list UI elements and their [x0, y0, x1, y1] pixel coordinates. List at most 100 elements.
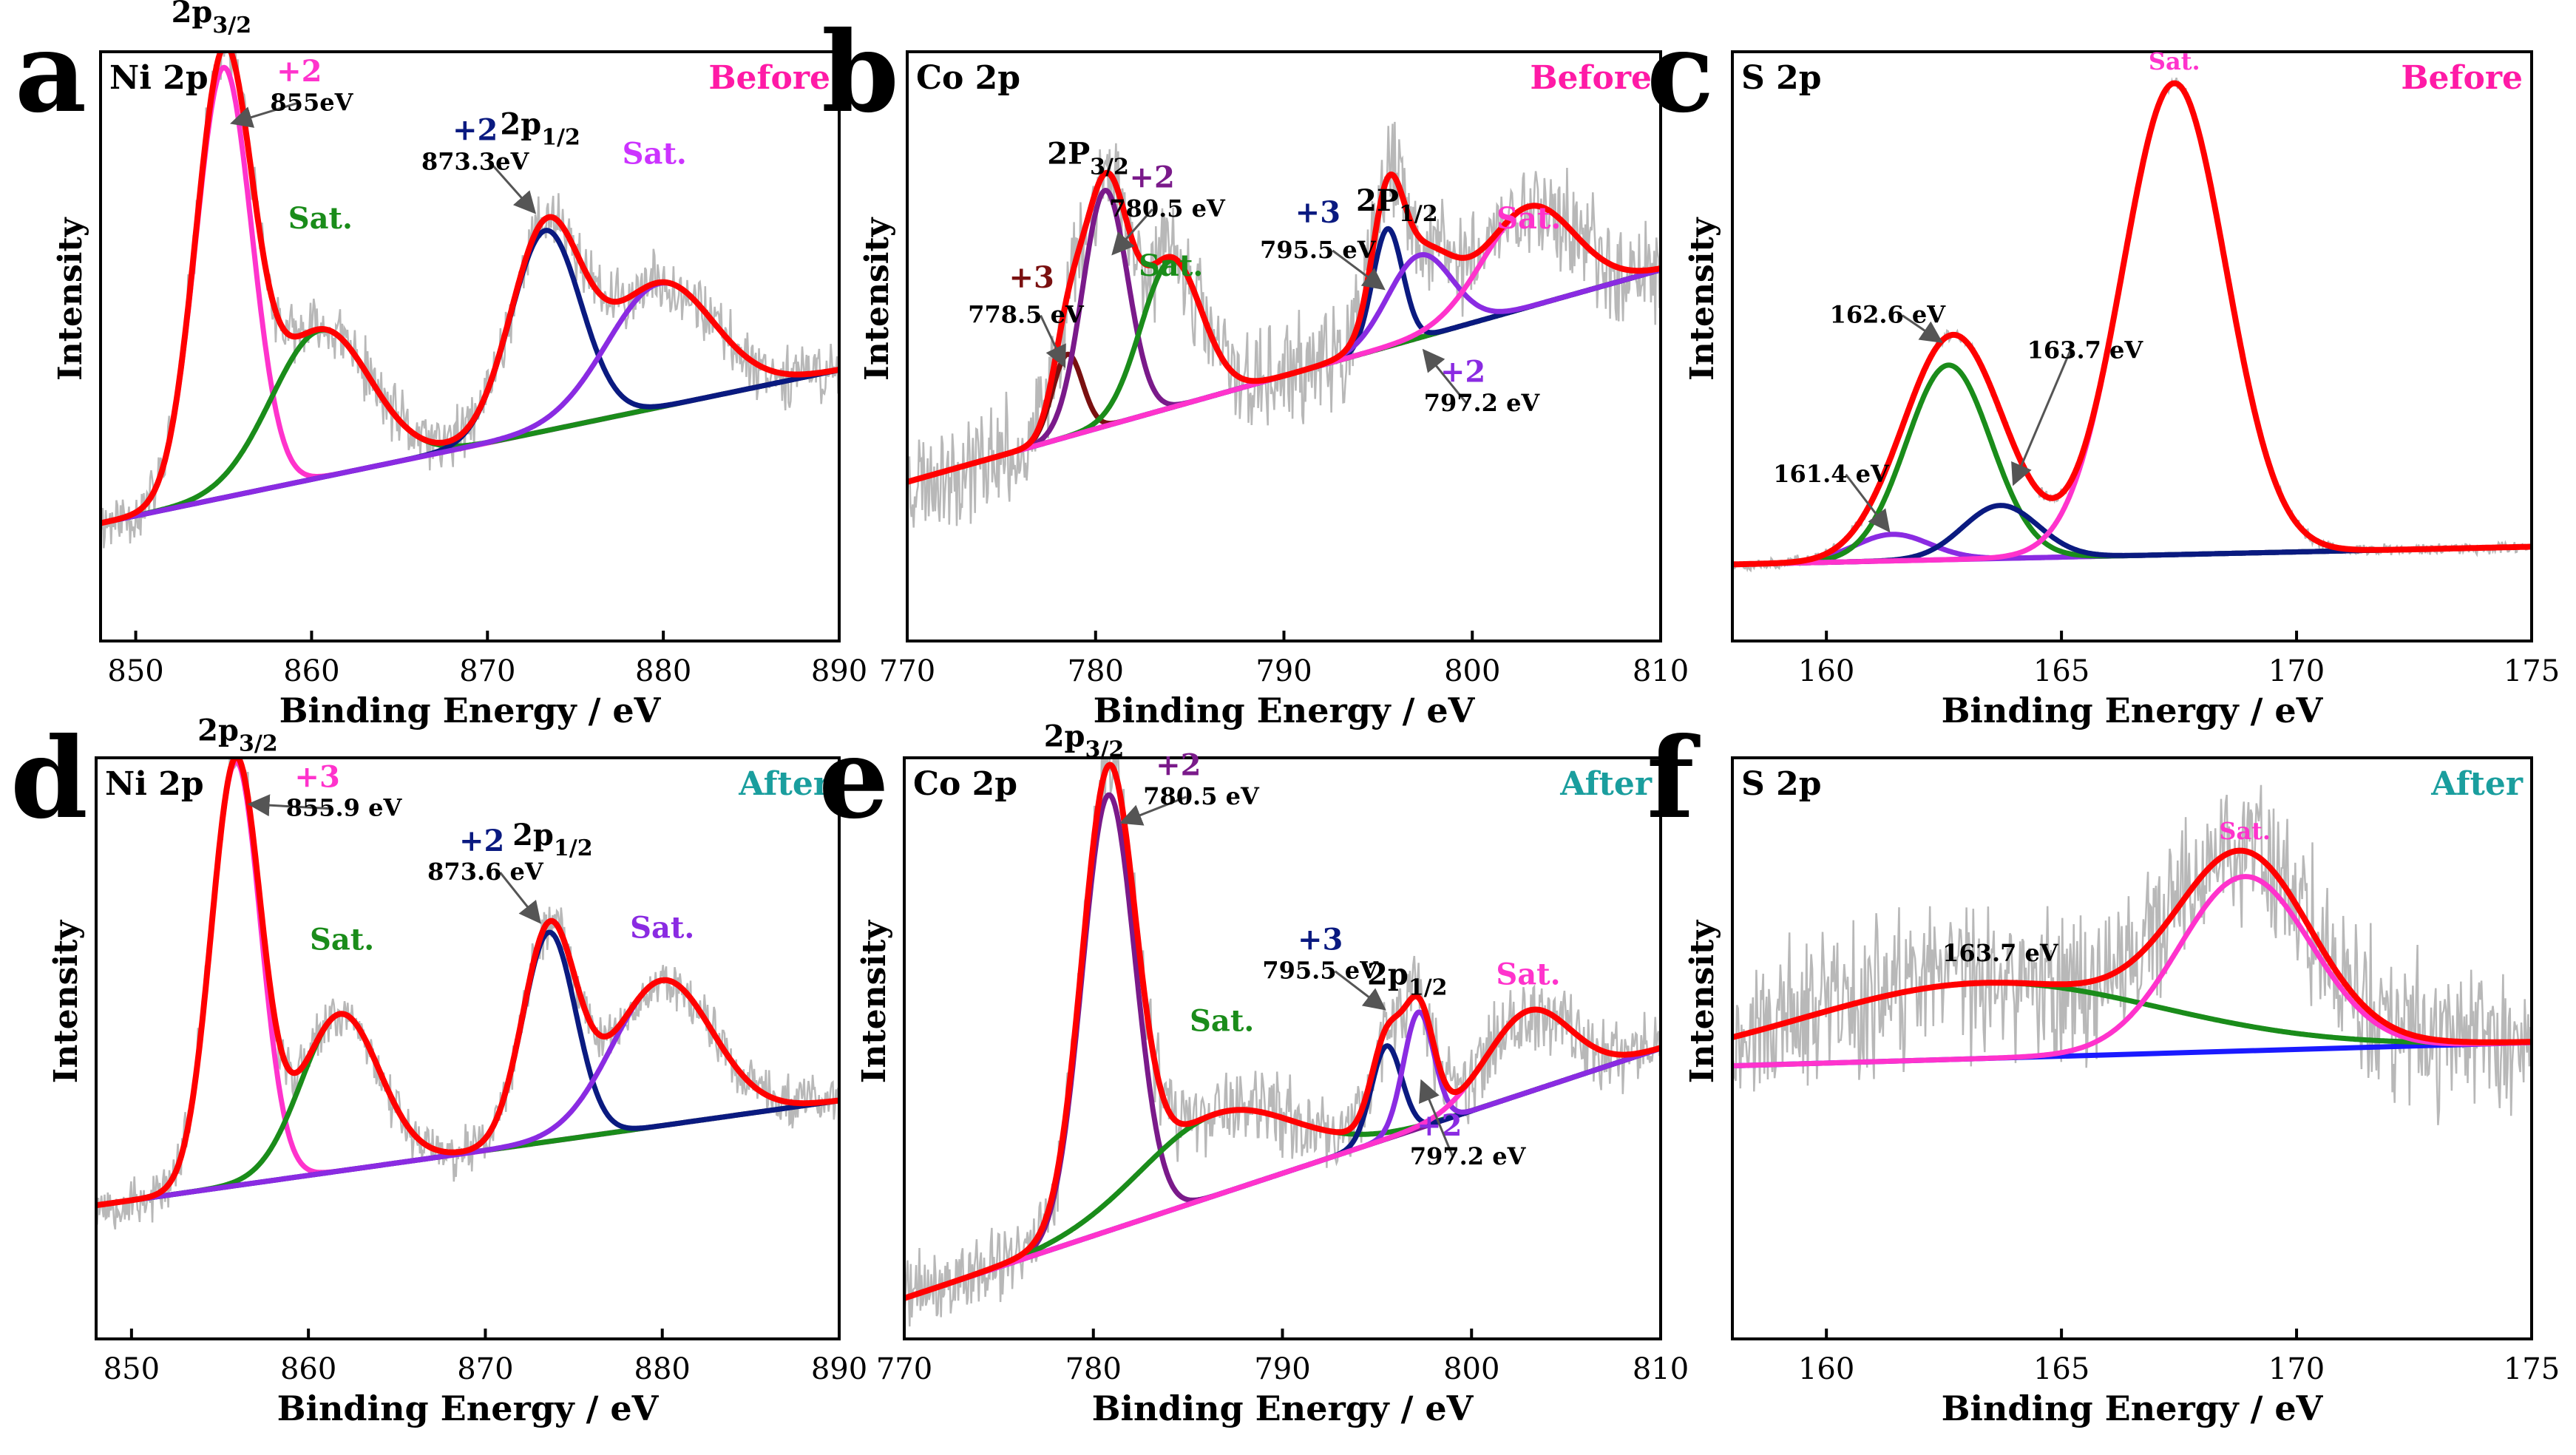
peak-annotation: Sat.	[288, 201, 353, 236]
panel-title: Ni 2p	[105, 765, 204, 803]
plot-frame	[906, 50, 1662, 642]
panel-letter: b	[821, 7, 899, 138]
panel-b: 770 780 790 800 810 Binding Energy / eV Intens…	[821, 7, 1689, 730]
annotation-arrow	[1334, 970, 1386, 1011]
panel-f: 160 165 170 175 Binding Energy / eV Intensity…	[1647, 713, 2560, 1428]
x-tick-label: 770	[879, 654, 935, 688]
peak-annotation: +3	[1295, 195, 1340, 230]
x-tick-label: 165	[2033, 1352, 2089, 1386]
peak-annotation: +3	[1298, 922, 1343, 957]
x-axis-label: Binding Energy / eV	[279, 691, 662, 730]
x-tick-label: 810	[1633, 654, 1689, 688]
plot-area-c	[1732, 77, 2532, 573]
peak-annotation: 873.6 eV	[427, 858, 544, 886]
plot-frame	[1731, 50, 2533, 642]
component-sat-	[1732, 874, 2532, 1069]
peak-annotation: 163.7 eV	[2027, 336, 2144, 364]
x-tick-label: 165	[2033, 654, 2089, 688]
panel-e: 770 780 790 800 810 Binding Energy / eV Intens…	[818, 713, 1689, 1428]
peak-annotation: 795.5 eV	[1260, 236, 1377, 264]
plot-area-f	[1732, 784, 2532, 1125]
y-axis-label: Intensity	[1684, 920, 1721, 1084]
annotation-arrow	[1040, 314, 1066, 368]
x-tick-label: 780	[1068, 654, 1124, 688]
x-tick-label: 800	[1443, 1352, 1499, 1386]
plot-frame	[903, 756, 1662, 1340]
x-tick-label: 780	[1065, 1352, 1122, 1386]
peak-annotation: 161.4 eV	[1773, 460, 1890, 488]
peak-annotation: +2	[277, 54, 322, 89]
x-axis-label: Binding Energy / eV	[1092, 1388, 1474, 1428]
peak-annotation: 855.9 eV	[286, 794, 403, 822]
panel-letter: d	[10, 713, 88, 844]
x-tick-label: 170	[2268, 1352, 2325, 1386]
state-label: Before	[708, 59, 830, 97]
x-tick-label: 800	[1444, 654, 1500, 688]
peak-annotation: +2	[459, 824, 504, 858]
peak-annotation: 797.2 eV	[1410, 1142, 1527, 1170]
x-axis-label: Binding Energy / eV	[1094, 691, 1476, 730]
x-tick-label: 870	[459, 654, 515, 688]
component-sat-2p1-2	[96, 977, 839, 1208]
peak-annotation: Sat.	[2219, 817, 2271, 845]
panel-d: 850 860 870 880 890 Binding Energy / eV Intens…	[10, 713, 867, 1428]
annotation-arrow	[489, 161, 537, 214]
panel-title: Co 2p	[913, 765, 1017, 803]
state-label: Before	[1530, 59, 1652, 97]
peak-annotation: 873.3eV	[421, 147, 530, 175]
annotation-arrow	[1111, 208, 1153, 256]
x-tick-label: 860	[280, 1352, 336, 1386]
envelope-fit	[101, 52, 839, 526]
x-tick-label: 175	[2504, 1352, 2560, 1386]
plot-frame	[99, 50, 841, 642]
peak-annotation: 2P1/2	[1356, 183, 1438, 227]
panel-title: Ni 2p	[109, 59, 209, 97]
peak-annotation: Sat.	[1497, 201, 1561, 236]
peak-annotation: 163.7 eV	[1942, 939, 2059, 967]
peak-annotation: Sat.	[623, 136, 687, 171]
peak-annotation: Sat.	[1139, 248, 1203, 283]
x-tick-label: 860	[283, 654, 339, 688]
peak-annotation: 2p1/2	[1367, 957, 1448, 1001]
peak-annotation: +3	[1009, 260, 1054, 295]
peak-annotation: Sat.	[2149, 47, 2200, 75]
x-tick-label: 890	[811, 1352, 867, 1386]
panel-letter: e	[818, 713, 889, 844]
state-label: After	[738, 765, 831, 803]
peak-annotation: Sat.	[310, 922, 374, 957]
envelope-fit	[904, 762, 1661, 1301]
peak-annotation: 2p3/2	[172, 0, 252, 38]
raw-data-series	[904, 758, 1661, 1327]
raw-data-series	[1732, 784, 2532, 1125]
y-axis-label: Intensity	[855, 920, 893, 1084]
plot-area-b	[907, 121, 1661, 528]
state-label: After	[1559, 765, 1653, 803]
peak-annotation: 855eV	[270, 89, 353, 117]
peak-annotation: 162.6 eV	[1830, 301, 1947, 329]
y-axis-label: Intensity	[47, 920, 85, 1084]
peak-annotation: 778.5 eV	[968, 301, 1085, 329]
plot-area-e	[904, 758, 1661, 1327]
peak-annotation: 797.2 eV	[1424, 389, 1541, 417]
peak-annotation: 780.5 eV	[1143, 782, 1260, 810]
raw-data-series	[907, 121, 1661, 528]
peak-annotation: 2p3/2	[1044, 719, 1125, 762]
component-2p3-2-co2-	[904, 792, 1661, 1301]
annotation-arrow	[1119, 796, 1187, 826]
state-label: After	[2430, 765, 2524, 803]
x-tick-label: 880	[634, 1352, 691, 1386]
envelope-fit	[907, 169, 1661, 485]
x-axis-label: Binding Energy / eV	[1942, 691, 2324, 730]
envelope-fit	[1732, 80, 2532, 568]
annotation-arrow	[2011, 350, 2072, 486]
peak-annotation: 2p1/2	[512, 818, 593, 861]
y-axis-label: Intensity	[52, 217, 89, 381]
annotation-arrow	[1901, 314, 1943, 343]
peak-annotation: Sat.	[630, 911, 694, 946]
plot-frame	[1731, 756, 2533, 1340]
x-tick-label: 880	[635, 654, 691, 688]
peak-annotation: 2P3/2	[1047, 136, 1129, 180]
peak-annotation: Sat.	[1190, 1003, 1254, 1038]
envelope-fit	[96, 758, 839, 1209]
